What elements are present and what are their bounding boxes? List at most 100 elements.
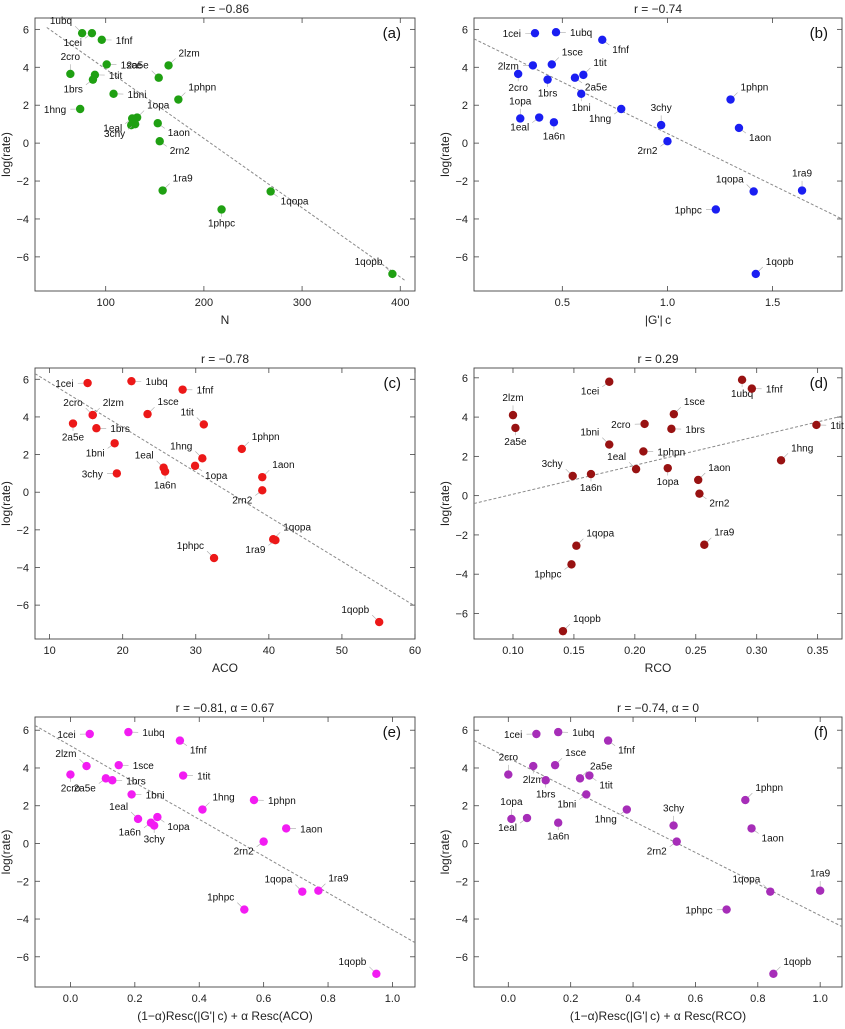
x-tick-label: 0.0: [501, 993, 516, 1005]
x-tick-label: 0.4: [192, 993, 207, 1005]
data-point: [75, 104, 85, 114]
y-tick-label: 2: [462, 100, 468, 112]
data-point: [669, 821, 678, 830]
point-label: 1hng: [791, 443, 813, 454]
point-label: 2cro: [611, 420, 631, 431]
point-label: 1qopa: [586, 529, 614, 540]
data-point: [237, 444, 247, 454]
point-label: 1bni: [557, 799, 576, 810]
point-label: 2a5e: [74, 783, 97, 794]
data-point: [112, 469, 122, 478]
point-label: 1phpn: [268, 796, 296, 807]
x-tick-label: 0.6: [256, 993, 271, 1005]
data-point: [586, 469, 596, 479]
y-tick-label: 0: [23, 839, 29, 851]
data-point: [266, 187, 275, 196]
point-label: 1cei: [503, 29, 521, 40]
data-point: [669, 409, 679, 419]
data-point: [66, 770, 75, 779]
data-point: [534, 113, 544, 122]
point-label: 1qopa: [283, 522, 311, 533]
data-point: [114, 760, 123, 770]
y-tick-label: 0: [23, 487, 29, 499]
data-point: [522, 813, 532, 823]
data-point: [127, 376, 136, 386]
data-point: [622, 805, 632, 814]
y-tick-label: 0: [462, 491, 468, 503]
point-label: 1qopa: [281, 196, 309, 207]
data-point: [570, 73, 580, 82]
point-label: 1aon: [300, 824, 322, 835]
data-point: [178, 385, 187, 394]
y-tick-label: −2: [16, 525, 29, 537]
data-point: [108, 776, 117, 785]
data-point: [694, 475, 703, 485]
point-label: 1hng: [589, 114, 611, 125]
x-tick-label: 200: [195, 297, 213, 309]
panel-tag: (b): [810, 25, 828, 42]
x-tick-label: 10: [43, 645, 55, 657]
data-point: [747, 384, 757, 393]
point-label: 2rn2: [637, 146, 657, 157]
point-label: 1sce: [562, 47, 584, 58]
data-point: [507, 814, 516, 824]
data-point: [508, 410, 518, 420]
data-point: [547, 60, 557, 69]
x-tick-label: 0.15: [563, 645, 584, 657]
y-tick-label: −6: [455, 252, 468, 264]
x-tick-label: 50: [336, 645, 348, 657]
y-tick-label: 0: [462, 138, 468, 150]
data-point: [149, 821, 159, 830]
data-point: [741, 795, 750, 805]
data-point: [551, 28, 561, 37]
point-label: 1brs: [536, 789, 555, 800]
x-tick-label: 0.20: [624, 645, 645, 657]
point-label: 1bni: [580, 428, 599, 439]
point-label: 1aon: [749, 133, 771, 144]
y-tick-label: 2: [462, 801, 468, 813]
point-label: 2cro: [499, 753, 519, 764]
point-label: 1eal: [109, 802, 128, 813]
point-label: 1phpc: [685, 906, 712, 917]
x-tick-label: 0.2: [563, 993, 578, 1005]
point-label: 1hng: [595, 815, 617, 826]
data-point: [143, 409, 152, 419]
point-label: 2rn2: [709, 499, 729, 510]
data-point: [66, 69, 75, 79]
point-label: 1eal: [510, 123, 529, 134]
point-label: 1tit: [599, 781, 613, 792]
point-label: 2cro: [63, 398, 83, 409]
panel-tag: (f): [814, 724, 828, 741]
y-tick-label: −6: [455, 608, 468, 620]
point-label: 1phpc: [207, 893, 234, 904]
point-label: 3chy: [651, 103, 672, 114]
point-label: 1qopa: [732, 875, 760, 886]
point-label: 2lzm: [523, 775, 544, 786]
y-tick-label: 4: [462, 763, 468, 775]
point-label: 2a5e: [504, 437, 527, 448]
y-tick-label: 2: [462, 451, 468, 463]
point-label: 2rn2: [647, 847, 667, 858]
plot-frame: [34, 716, 416, 988]
data-point: [605, 377, 614, 386]
point-label: 1bni: [572, 103, 591, 114]
point-label: 1opa: [167, 822, 190, 833]
data-point: [769, 969, 778, 978]
panel-b: 0.5 1.0 1.5 −6 −4 −2 0 2 4 6 1cei 1ubq 1fnf 2lzm 1sce 2…: [438, 2, 843, 327]
data-point: [155, 137, 164, 146]
x-axis-label: RCO: [645, 661, 672, 675]
point-label: 1eal: [607, 452, 626, 463]
point-label: 1ra9: [245, 545, 265, 556]
point-label: 1opa: [657, 477, 680, 488]
data-point: [504, 770, 513, 779]
point-label: 2lzm: [502, 393, 523, 404]
panel-e: 0.0 0.2 0.4 0.6 0.8 1.0 −6 −4 −2 0 2 4 6 1cei 1ubq 1fnf…: [0, 701, 416, 1023]
point-label: 1ubq: [731, 389, 753, 400]
data-point: [87, 28, 97, 38]
data-point: [209, 553, 219, 563]
point-label: 1ra9: [173, 174, 193, 185]
data-point: [258, 486, 267, 495]
x-tick-label: 0.30: [746, 645, 767, 657]
point-label: 1sce: [133, 761, 155, 772]
data-point: [199, 420, 209, 429]
